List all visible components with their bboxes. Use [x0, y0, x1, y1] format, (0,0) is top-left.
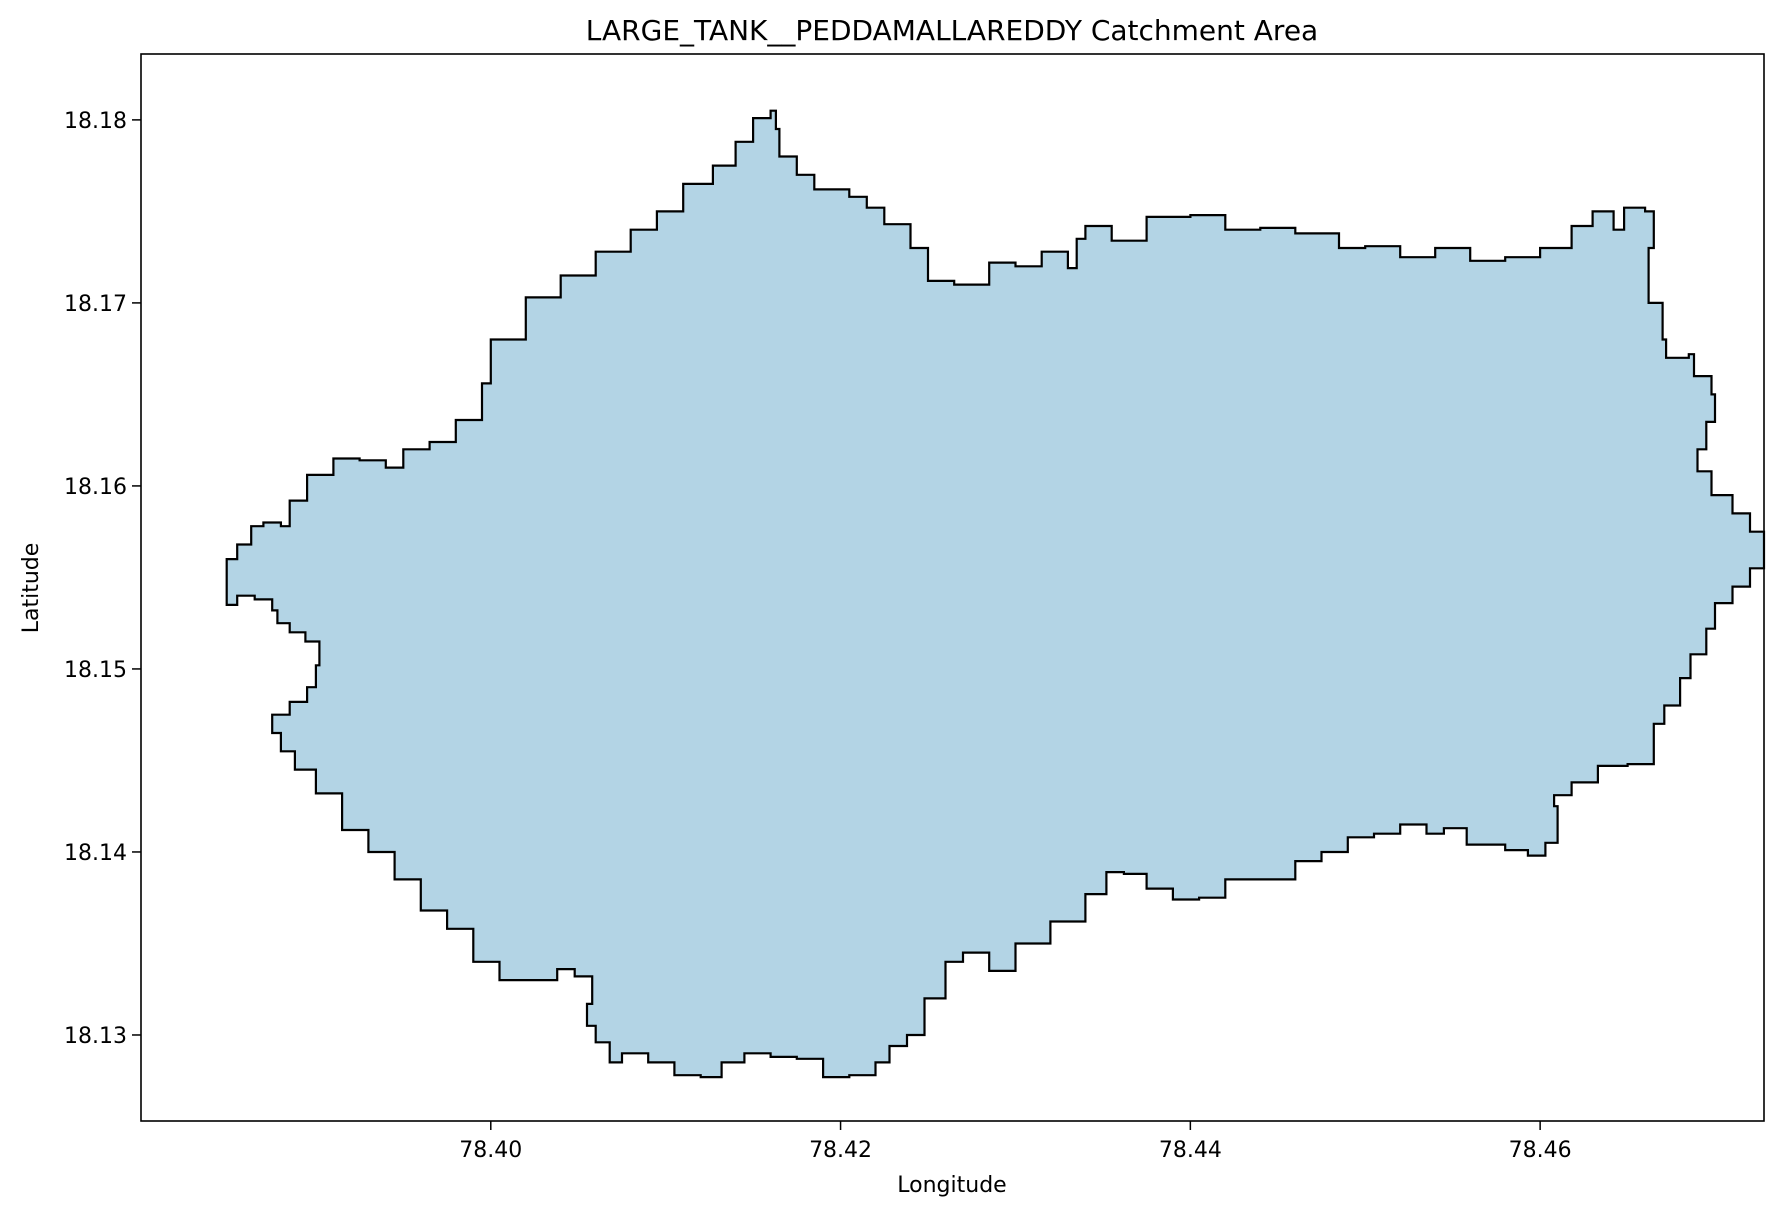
- y-tick-label: 18.17: [64, 292, 127, 317]
- y-tick-label: 18.15: [64, 658, 127, 683]
- y-tick-label: 18.16: [64, 475, 127, 500]
- catchment-area-polygon: [225, 109, 1766, 1079]
- x-tick-label: 78.40: [459, 1138, 522, 1163]
- x-tick-label: 78.42: [809, 1138, 872, 1163]
- x-tick-label: 78.46: [1509, 1138, 1572, 1163]
- y-axis-label: Latitude: [19, 543, 44, 634]
- axes-frame: [140, 53, 1765, 1122]
- x-axis-label: Longitude: [897, 1173, 1006, 1198]
- y-tick-label: 18.14: [64, 841, 127, 866]
- y-tick-label: 18.13: [64, 1024, 127, 1049]
- chart-title: LARGE_TANK__PEDDAMALLAREDDY Catchment Ar…: [586, 14, 1318, 47]
- y-tick-label: 18.18: [64, 109, 127, 134]
- x-axis-ticks: 78.40 78.42 78.44 78.46: [459, 1121, 1572, 1163]
- x-tick-label: 78.44: [1159, 1138, 1222, 1163]
- y-axis-ticks: 18.13 18.14 18.15 18.16 18.17 18.18: [64, 109, 141, 1049]
- plot-area: [140, 53, 1766, 1122]
